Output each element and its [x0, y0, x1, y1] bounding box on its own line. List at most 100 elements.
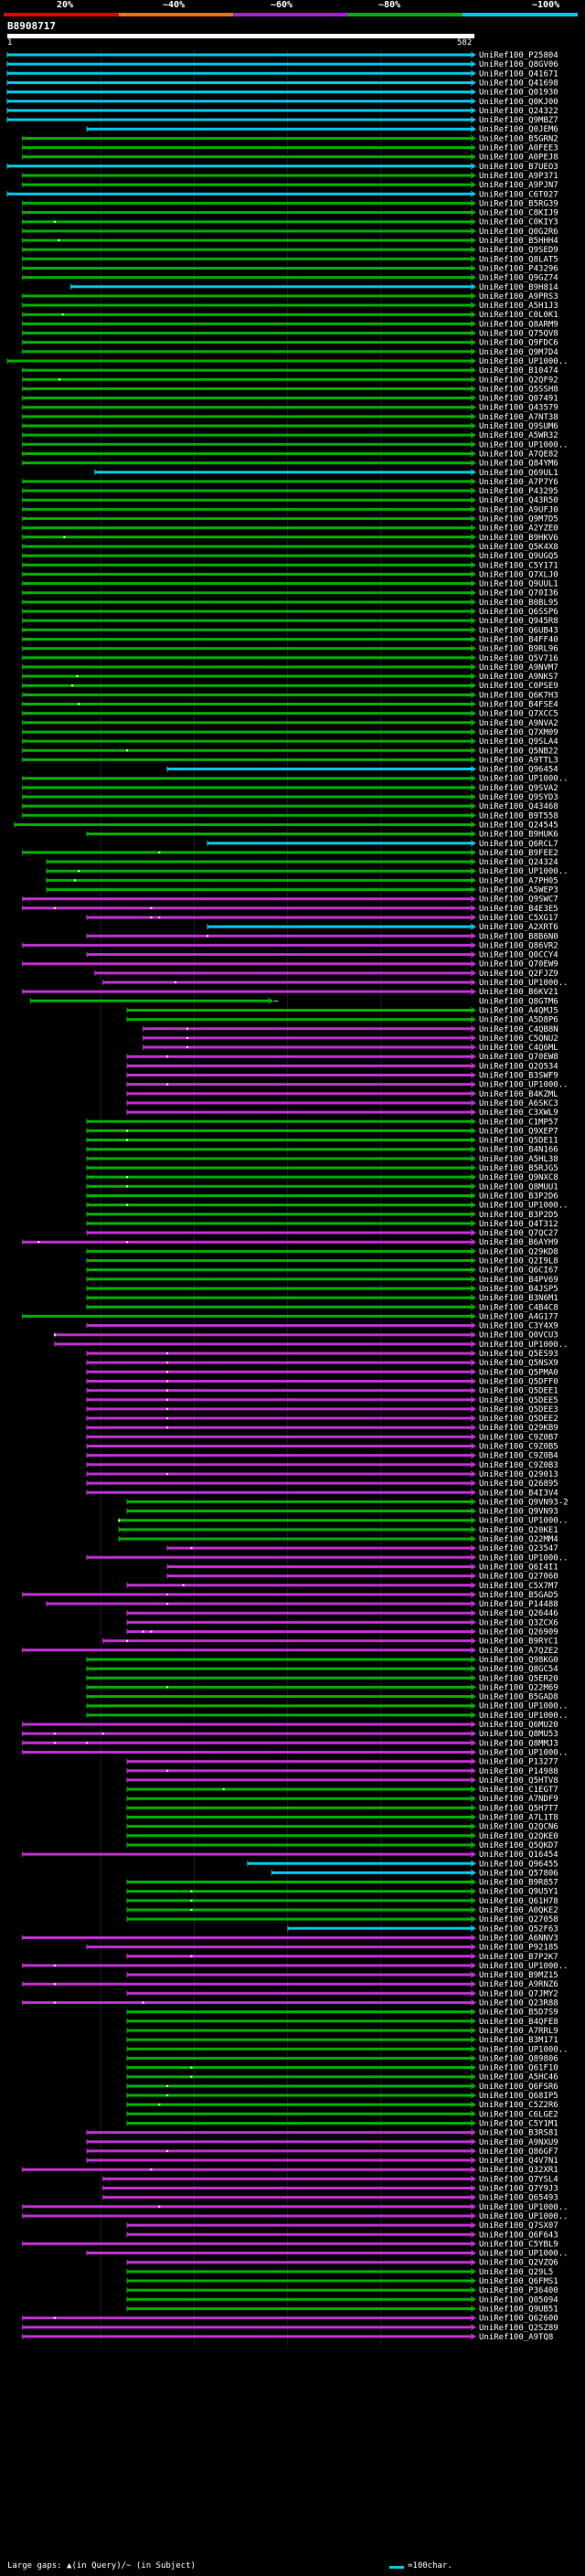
- hit-row[interactable]: UniRef100_Q69UL1: [94, 469, 558, 478]
- hit-row[interactable]: UniRef100_Q96454: [166, 766, 558, 775]
- hit-label[interactable]: UniRef100_Q5PMA0: [479, 1368, 558, 1377]
- hit-label[interactable]: UniRef100_Q62600: [479, 2315, 558, 2324]
- hit-row[interactable]: UniRef100_Q6I4I1: [166, 1563, 558, 1572]
- hit-row[interactable]: UniRef100_UP1000..: [22, 440, 569, 450]
- hit-label[interactable]: UniRef100_UP1000..: [479, 2212, 569, 2221]
- hit-row[interactable]: UniRef100_A7PH05: [46, 876, 558, 885]
- hit-label[interactable]: UniRef100_Q2SZ89: [479, 2324, 558, 2333]
- hit-row[interactable]: UniRef100_Q945R8: [22, 617, 558, 626]
- hit-label[interactable]: UniRef100_A9P371: [479, 172, 558, 181]
- hit-label[interactable]: UniRef100_Q7YSL4: [479, 2175, 558, 2184]
- hit-label[interactable]: UniRef100_A6NNV3: [479, 1934, 558, 1943]
- hit-row[interactable]: UniRef100_Q89806: [126, 2054, 558, 2063]
- hit-row[interactable]: UniRef100_A6SKC3: [126, 1099, 558, 1108]
- hit-label[interactable]: UniRef100_A9TQ8: [479, 2333, 553, 2342]
- hit-row[interactable]: UniRef100_Q5SSH8: [22, 385, 558, 394]
- hit-row[interactable]: UniRef100_C5YBL9: [22, 2240, 558, 2249]
- hit-row[interactable]: UniRef100_UP1000..: [46, 867, 569, 876]
- hit-label[interactable]: UniRef100_B5RJG5: [479, 1164, 558, 1173]
- hit-row[interactable]: UniRef100_Q4V7N1: [86, 2157, 558, 2166]
- hit-row[interactable]: UniRef100_Q26895: [86, 1479, 558, 1489]
- hit-row[interactable]: UniRef100_Q6RCL7: [207, 840, 558, 849]
- hit-label[interactable]: UniRef100_Q7Y9J3: [479, 2185, 558, 2194]
- hit-row[interactable]: UniRef100_Q68IP5: [126, 2092, 558, 2101]
- hit-label[interactable]: UniRef100_Q24322: [479, 107, 558, 116]
- hit-row[interactable]: UniRef100_C1MP57: [86, 1118, 558, 1127]
- hit-row[interactable]: UniRef100_Q86GF7: [86, 2147, 558, 2157]
- hit-label[interactable]: UniRef100_A7PH05: [479, 876, 558, 885]
- hit-row[interactable]: UniRef100_Q57806: [271, 1869, 558, 1878]
- hit-label[interactable]: UniRef100_Q8MU53: [479, 1730, 558, 1739]
- hit-row[interactable]: UniRef100_Q8GV06: [6, 60, 558, 69]
- hit-label[interactable]: UniRef100_A2YZE0: [479, 525, 558, 534]
- hit-row[interactable]: UniRef100_B3P2D5: [86, 1211, 558, 1220]
- hit-label[interactable]: UniRef100_Q9SLA4: [479, 737, 558, 747]
- hit-label[interactable]: UniRef100_Q9UB51: [479, 2305, 558, 2314]
- hit-row[interactable]: UniRef100_A2YZE0: [22, 525, 558, 534]
- hit-label[interactable]: UniRef100_UP1000..: [479, 979, 569, 988]
- hit-row[interactable]: UniRef100_C0KIY3: [22, 218, 558, 228]
- hit-label[interactable]: UniRef100_Q6MU20: [479, 1721, 558, 1730]
- hit-label[interactable]: UniRef100_B5RG39: [479, 199, 558, 208]
- hit-label[interactable]: UniRef100_A7P7Y6: [479, 478, 558, 487]
- hit-row[interactable]: UniRef100_B3RS81: [86, 2129, 558, 2138]
- hit-label[interactable]: UniRef100_UP1000..: [479, 1341, 569, 1350]
- hit-row[interactable]: UniRef100_Q8MMJ3: [22, 1739, 558, 1748]
- hit-row[interactable]: UniRef100_B4PV69: [86, 1276, 558, 1285]
- hit-row[interactable]: UniRef100_Q5DEE5: [86, 1396, 558, 1405]
- hit-row[interactable]: UniRef100_B9FEE2: [22, 849, 558, 858]
- hit-label[interactable]: UniRef100_Q61H78: [479, 1897, 558, 1906]
- hit-row[interactable]: UniRef100_C9Z0B7: [86, 1433, 558, 1442]
- hit-row[interactable]: UniRef100_Q9NXC8: [86, 1173, 558, 1182]
- hit-label[interactable]: UniRef100_Q9M7D5: [479, 515, 558, 525]
- hit-row[interactable]: UniRef100_Q9VN93: [126, 1508, 558, 1517]
- hit-label[interactable]: UniRef100_A6SKC3: [479, 1099, 558, 1108]
- hit-label[interactable]: UniRef100_B5GAD5: [479, 1591, 558, 1600]
- hit-row[interactable]: UniRef100_A0FEE3: [22, 144, 558, 154]
- hit-label[interactable]: UniRef100_P14488: [479, 1600, 558, 1609]
- hit-row[interactable]: UniRef100_Q9XEP7: [86, 1127, 558, 1136]
- hit-row[interactable]: UniRef100_A2XRT6: [207, 923, 558, 932]
- hit-label[interactable]: UniRef100_UP1000..: [479, 357, 569, 366]
- hit-label[interactable]: UniRef100_B7UEO3: [479, 163, 558, 172]
- hit-label[interactable]: UniRef100_C5X7M7: [479, 1582, 558, 1591]
- hit-label[interactable]: UniRef100_P25804: [479, 51, 558, 60]
- hit-label[interactable]: UniRef100_B9MZ15: [479, 1971, 558, 1980]
- hit-label[interactable]: UniRef100_Q52F63: [479, 1924, 558, 1934]
- hit-label[interactable]: UniRef100_Q86VR2: [479, 941, 558, 950]
- hit-row[interactable]: UniRef100_Q8LAT5: [22, 255, 558, 264]
- hit-row[interactable]: UniRef100_Q24322: [6, 107, 558, 116]
- hit-label[interactable]: UniRef100_Q20KE1: [479, 1526, 558, 1535]
- hit-label[interactable]: UniRef100_C5Y171: [479, 561, 558, 570]
- hit-row[interactable]: UniRef100_Q16454: [22, 1850, 558, 1860]
- hit-row[interactable]: UniRef100_A9PJN7: [22, 181, 558, 190]
- hit-label[interactable]: UniRef100_Q7QC27: [479, 1229, 558, 1238]
- hit-label[interactable]: UniRef100_Q9M7D4: [479, 348, 558, 357]
- hit-row[interactable]: UniRef100_A7QE82: [22, 450, 558, 459]
- hit-row[interactable]: UniRef100_A9UFJ0: [22, 505, 558, 514]
- hit-row[interactable]: UniRef100_UP1000..: [22, 2203, 569, 2212]
- hit-label[interactable]: UniRef100_Q6I4I1: [479, 1563, 558, 1572]
- hit-row[interactable]: UniRef100_A7P7Y6: [22, 478, 558, 487]
- hit-row[interactable]: UniRef100_Q70I36: [22, 589, 558, 599]
- hit-row[interactable]: UniRef100_Q2FJZ9: [94, 970, 558, 979]
- hit-row[interactable]: UniRef100_Q86VR2: [22, 941, 558, 950]
- hit-label[interactable]: UniRef100_Q9VN93: [479, 1508, 558, 1517]
- hit-label[interactable]: UniRef100_A7RRL9: [479, 2027, 558, 2036]
- hit-label[interactable]: UniRef100_Q68IP5: [479, 2092, 558, 2101]
- hit-row[interactable]: UniRef100_A9RNZ6: [22, 1980, 558, 1989]
- hit-label[interactable]: UniRef100_A9RNZ6: [479, 1980, 558, 1989]
- hit-row[interactable]: UniRef100_A7RRL9: [126, 2027, 558, 2036]
- hit-label[interactable]: UniRef100_Q98KG0: [479, 1656, 558, 1665]
- hit-row[interactable]: UniRef100_B3SWF9: [126, 1072, 558, 1081]
- hit-row[interactable]: UniRef100_Q5DEE1: [86, 1387, 558, 1396]
- hit-label[interactable]: UniRef100_Q5SSH8: [479, 385, 558, 394]
- hit-label[interactable]: UniRef100_B0BL95: [479, 599, 558, 608]
- hit-label[interactable]: UniRef100_UP1000..: [479, 1553, 569, 1563]
- hit-row[interactable]: UniRef100_Q70EW9: [22, 960, 558, 970]
- hit-label[interactable]: UniRef100_A9NXU9: [479, 2138, 558, 2147]
- hit-row[interactable]: UniRef100_Q9UUL1: [22, 580, 558, 589]
- hit-label[interactable]: UniRef100_Q9UGQ5: [479, 552, 558, 561]
- hit-label[interactable]: UniRef100_Q26895: [479, 1479, 558, 1489]
- hit-row[interactable]: UniRef100_Q84YM6: [22, 460, 558, 469]
